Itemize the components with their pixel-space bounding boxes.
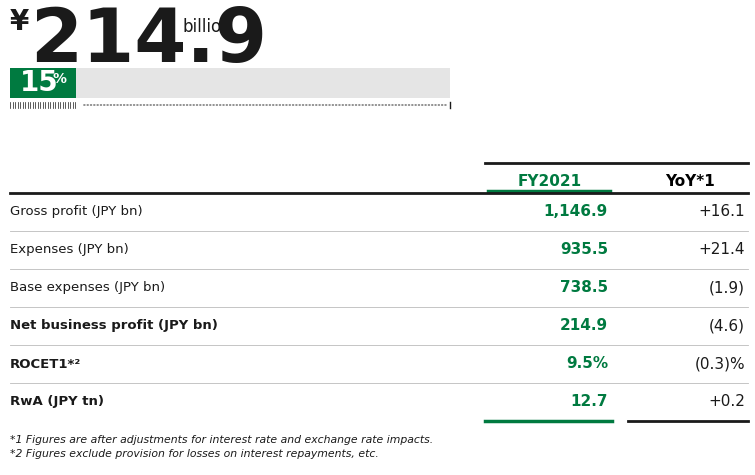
Text: (1.9): (1.9) (709, 281, 745, 295)
Text: FY2021: FY2021 (518, 173, 582, 189)
Text: ROCET1*²: ROCET1*² (10, 358, 82, 370)
Text: 15: 15 (20, 69, 59, 97)
Text: 738.5: 738.5 (560, 281, 608, 295)
Text: RwA (JPY tn): RwA (JPY tn) (10, 396, 104, 408)
Bar (10, 68, 450, 98)
Text: 214.9: 214.9 (560, 319, 608, 333)
Text: +0.2: +0.2 (708, 395, 745, 409)
Text: (4.6): (4.6) (709, 319, 745, 333)
Text: *1 Figures are after adjustments for interest rate and exchange rate impacts.: *1 Figures are after adjustments for int… (10, 435, 433, 445)
Text: YoY*1: YoY*1 (665, 173, 715, 189)
Text: %: % (53, 72, 66, 86)
Text: +21.4: +21.4 (698, 243, 745, 257)
Text: *2 Figures exclude provision for losses on interest repayments, etc.: *2 Figures exclude provision for losses … (10, 449, 379, 459)
Text: Expenses (JPY bn): Expenses (JPY bn) (10, 244, 129, 256)
Text: 1,146.9: 1,146.9 (544, 205, 608, 219)
Text: 12.7: 12.7 (571, 395, 608, 409)
Bar (10, 68, 76, 98)
Text: Net business profit (JPY bn): Net business profit (JPY bn) (10, 320, 218, 332)
Text: +16.1: +16.1 (698, 205, 745, 219)
Text: 935.5: 935.5 (560, 243, 608, 257)
Text: Base expenses (JPY bn): Base expenses (JPY bn) (10, 282, 165, 294)
Text: Gross profit (JPY bn): Gross profit (JPY bn) (10, 206, 143, 219)
Text: billion: billion (183, 18, 233, 36)
Text: 214.9: 214.9 (30, 5, 267, 78)
Text: ¥: ¥ (10, 8, 29, 36)
Text: 9.5%: 9.5% (566, 357, 608, 371)
Text: (0.3)%: (0.3)% (695, 357, 745, 371)
